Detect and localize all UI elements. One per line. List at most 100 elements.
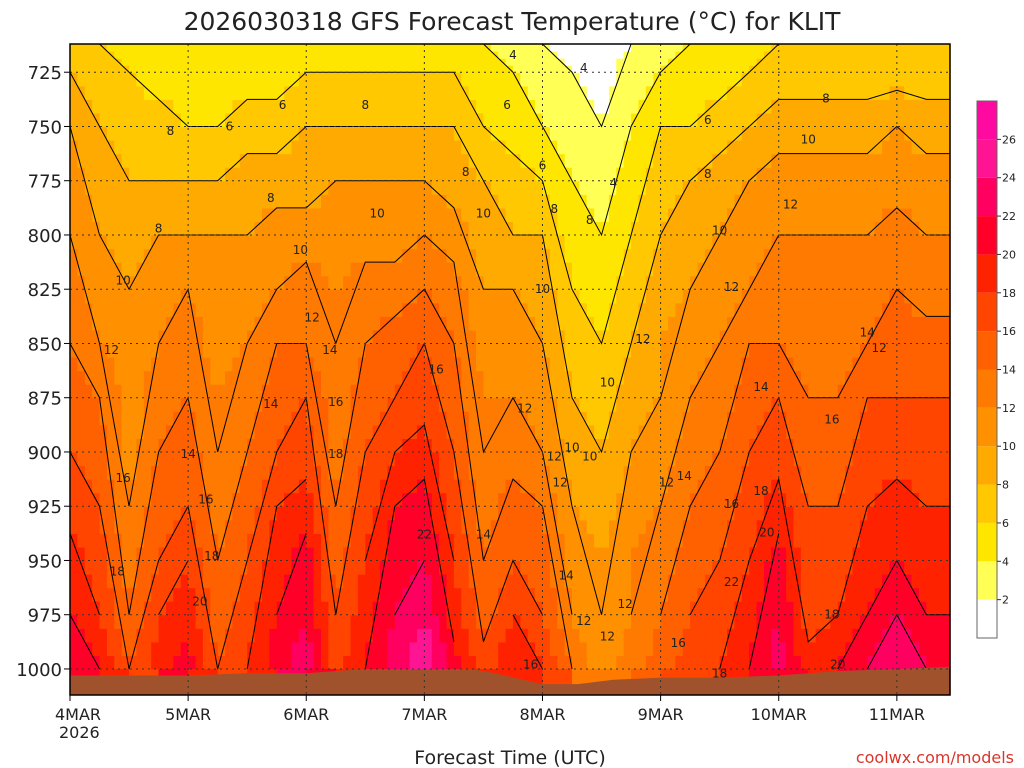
temperature-cell — [815, 574, 824, 589]
temperature-cell — [645, 384, 654, 399]
temperature-cell — [335, 424, 344, 439]
temperature-cell — [896, 262, 905, 277]
temperature-cell — [704, 424, 713, 439]
temperature-cell — [269, 479, 278, 494]
temperature-cell — [938, 140, 945, 155]
temperature-cell — [173, 194, 182, 209]
temperature-cell — [727, 167, 736, 182]
temperature-cell — [254, 519, 263, 534]
temperature-cell — [859, 262, 868, 277]
temperature-cell — [763, 384, 772, 399]
temperature-cell — [660, 424, 669, 439]
temperature-cell — [727, 370, 736, 385]
temperature-cell — [682, 506, 691, 521]
temperature-cell — [158, 234, 167, 250]
temperature-cell — [874, 560, 883, 575]
temperature-cell — [136, 234, 145, 250]
temperature-cell — [932, 655, 939, 670]
temperature-cell — [675, 357, 684, 372]
temperature-cell — [232, 465, 241, 480]
temperature-cell — [165, 289, 174, 304]
temperature-cell — [143, 411, 152, 426]
temperature-cell — [328, 357, 337, 372]
temperature-cell — [771, 357, 780, 372]
temperature-cell — [136, 302, 145, 317]
temperature-cell — [918, 587, 927, 602]
temperature-cell — [800, 194, 809, 209]
temperature-cell — [586, 329, 595, 345]
temperature-cell — [704, 289, 713, 304]
temperature-cell — [830, 451, 839, 467]
temperature-cell — [247, 370, 256, 385]
temperature-cell — [938, 343, 945, 358]
temperature-cell — [151, 275, 160, 290]
temperature-cell — [188, 614, 197, 629]
temperature-cell — [586, 411, 595, 426]
temperature-cell — [712, 316, 721, 331]
temperature-cell — [520, 438, 529, 453]
temperature-cell — [195, 641, 204, 656]
temperature-cell — [188, 140, 197, 155]
temperature-cell — [114, 614, 123, 629]
temperature-cell — [932, 438, 939, 453]
temperature-cell — [387, 329, 396, 345]
temperature-cell — [778, 153, 787, 168]
temperature-cell — [527, 234, 536, 250]
temperature-cell — [793, 655, 802, 670]
temperature-cell — [490, 343, 499, 358]
temperature-cell — [926, 167, 933, 182]
temperature-cell — [882, 207, 891, 222]
temperature-cell — [431, 519, 440, 534]
temperature-cell — [394, 655, 403, 670]
temperature-cell — [815, 519, 824, 534]
temperature-cell — [512, 329, 521, 345]
temperature-cell — [136, 533, 145, 548]
temperature-cell — [852, 560, 861, 575]
temperature-cell — [225, 234, 234, 250]
temperature-cell — [247, 533, 256, 548]
temperature-cell — [549, 519, 558, 534]
temperature-cell — [387, 194, 396, 209]
temperature-cell — [468, 343, 477, 358]
temperature-cell — [601, 424, 610, 439]
temperature-cell — [535, 492, 544, 507]
temperature-cell — [298, 140, 307, 155]
temperature-cell — [944, 275, 951, 290]
temperature-cell — [938, 397, 945, 412]
temperature-cell — [557, 289, 566, 304]
temperature-cell — [476, 180, 485, 195]
temperature-cell — [778, 316, 787, 331]
temperature-cell — [446, 641, 455, 656]
temperature-cell — [180, 424, 189, 439]
temperature-cell — [808, 506, 817, 521]
temperature-cell — [638, 614, 647, 629]
temperature-cell — [623, 587, 632, 602]
temperature-cell — [527, 357, 536, 372]
temperature-cell — [786, 302, 795, 317]
temperature-cell — [786, 153, 795, 168]
temperature-cell — [409, 112, 418, 128]
temperature-cell — [313, 506, 322, 521]
temperature-cell — [579, 221, 588, 236]
temperature-cell — [734, 451, 743, 467]
temperature-cell — [645, 316, 654, 331]
temperature-cell — [837, 234, 846, 250]
temperature-cell — [121, 370, 130, 385]
temperature-cell — [70, 289, 78, 304]
temperature-cell — [114, 221, 123, 236]
temperature-cell — [217, 85, 226, 100]
temperature-cell — [461, 275, 470, 290]
temperature-cell — [690, 343, 699, 358]
temperature-cell — [380, 289, 389, 304]
temperature-cell — [195, 302, 204, 317]
temperature-cell — [298, 628, 307, 643]
temperature-cell — [77, 438, 86, 453]
temperature-cell — [188, 560, 197, 575]
temperature-cell — [896, 506, 905, 521]
temperature-cell — [786, 438, 795, 453]
temperature-cell — [321, 234, 329, 250]
temperature-cell — [675, 479, 684, 494]
temperature-cell — [749, 506, 758, 521]
temperature-cell — [239, 262, 248, 277]
temperature-cell — [188, 99, 197, 114]
